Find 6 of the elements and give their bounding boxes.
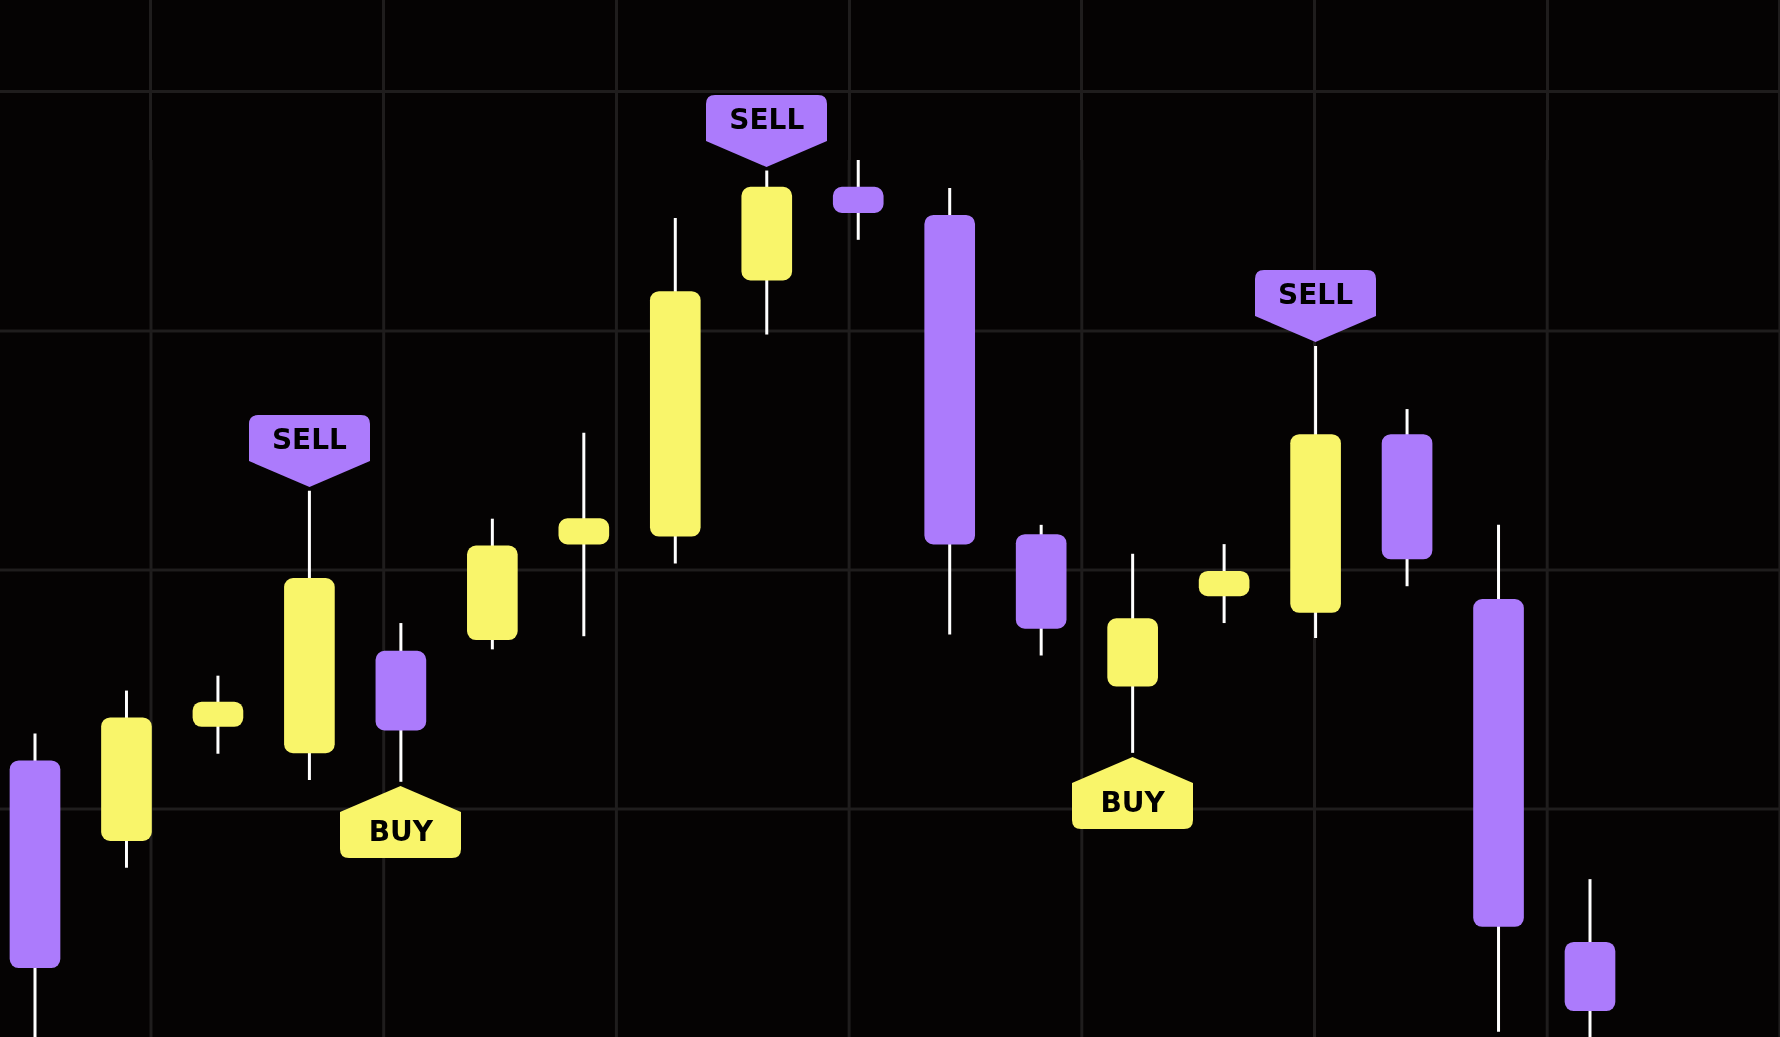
annotation: SELL <box>1277 277 1355 312</box>
annotation: SELL <box>728 102 806 137</box>
candlestick <box>558 432 610 638</box>
annotation: BUY <box>1099 785 1166 820</box>
annotation: BUY <box>367 814 435 849</box>
annotation: SELL <box>270 422 348 457</box>
